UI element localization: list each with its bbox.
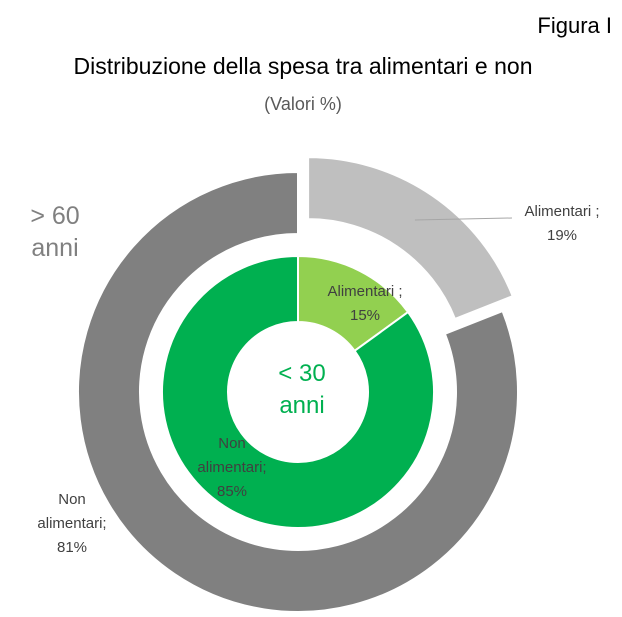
value-label: 19% [546, 227, 578, 244]
value-label: 85% [216, 483, 248, 500]
data-label-box: Alimentari ; 15% [310, 280, 420, 328]
donut-slice [77, 170, 519, 613]
donut-slice [307, 156, 514, 321]
category-label: Non alimentari; [197, 435, 267, 476]
data-label-box: Alimentari ; 19% [507, 200, 617, 248]
ring-name: < 30 anni [278, 360, 326, 419]
data-label: Non alimentari; 81% [22, 488, 122, 560]
ring-name: > 60 anni [30, 202, 80, 262]
data-label: Non alimentari; 85% [187, 432, 277, 504]
leader-line [414, 217, 513, 221]
ring-label: < 30 anni [278, 360, 326, 419]
figure-label: Figura I [537, 13, 612, 38]
category-label: Alimentari ; [524, 203, 600, 220]
chart-subtitle: (Valori %) [264, 94, 342, 114]
data-label-box: Non alimentari; 85% [187, 432, 277, 504]
chart-title: Distribuzione della spesa tra alimentari… [74, 53, 533, 79]
value-label: 81% [56, 539, 88, 556]
data-label: Alimentari ; 15% [310, 280, 420, 328]
donut-slice [161, 254, 435, 529]
data-label-box: Non alimentari; 81% [22, 488, 122, 560]
data-label: Alimentari ; 19% [507, 200, 617, 248]
category-label: Non alimentari; [37, 491, 107, 532]
value-label: 15% [349, 307, 381, 324]
ring-label: > 60 anni [30, 202, 80, 262]
category-label: Alimentari ; [327, 283, 403, 300]
